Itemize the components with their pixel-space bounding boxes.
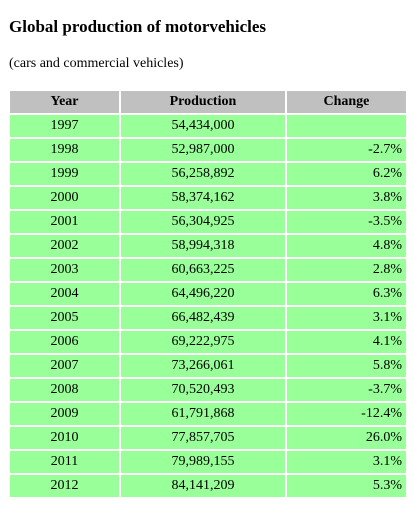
table-body: 1997 54,434,000 1998 52,987,000 -2.7% 1999 56,… <box>10 115 406 497</box>
table-cell: 61,791,868 <box>121 403 285 425</box>
table-row: 2001 56,304,925 -3.5% <box>10 211 406 233</box>
table-cell: 69,222,975 <box>121 331 285 353</box>
table-row: 2012 84,141,209 5.3% <box>10 475 406 497</box>
table-cell: 2003 <box>10 259 120 281</box>
table-row: 2006 69,222,975 4.1% <box>10 331 406 353</box>
table-cell: 58,374,162 <box>121 187 285 209</box>
table-cell: 6.2% <box>286 163 406 185</box>
table-row: 1997 54,434,000 <box>10 115 406 137</box>
table-row: 2011 79,989,155 3.1% <box>10 451 406 473</box>
table-cell: 26.0% <box>286 427 406 449</box>
table-cell: 2011 <box>10 451 120 473</box>
table-cell: 3.1% <box>286 307 406 329</box>
table-cell: 3.1% <box>286 451 406 473</box>
table-row: 2010 77,857,705 26.0% <box>10 427 406 449</box>
table-cell: 2001 <box>10 211 120 233</box>
table-cell: 58,994,318 <box>121 235 285 257</box>
table-cell: 2010 <box>10 427 120 449</box>
table-cell: 84,141,209 <box>121 475 285 497</box>
table-cell: 2002 <box>10 235 120 257</box>
table-cell: -2.7% <box>286 139 406 161</box>
column-header: Change <box>286 91 406 113</box>
subtitle: (cars and commercial vehicles) <box>9 56 184 71</box>
table-cell: 56,304,925 <box>121 211 285 233</box>
column-header: Production <box>121 91 285 113</box>
table-cell: 2006 <box>10 331 120 353</box>
table-cell: 2004 <box>10 283 120 305</box>
table-cell: 54,434,000 <box>121 115 285 137</box>
table-cell: 79,989,155 <box>121 451 285 473</box>
table-cell: 4.1% <box>286 331 406 353</box>
table-row: 2000 58,374,162 3.8% <box>10 187 406 209</box>
table-row: 2003 60,663,225 2.8% <box>10 259 406 281</box>
table-cell: 6.3% <box>286 283 406 305</box>
table-row: 1998 52,987,000 -2.7% <box>10 139 406 161</box>
table-cell: 2009 <box>10 403 120 425</box>
table-cell <box>286 115 406 137</box>
table-cell: -3.7% <box>286 379 406 401</box>
table-cell: 2000 <box>10 187 120 209</box>
table-cell: 1997 <box>10 115 120 137</box>
table-cell: 70,520,493 <box>121 379 285 401</box>
column-header: Year <box>10 91 120 113</box>
table-cell: 2005 <box>10 307 120 329</box>
table-row: 2004 64,496,220 6.3% <box>10 283 406 305</box>
table-cell: 73,266,061 <box>121 355 285 377</box>
header-row: Year Production Change <box>10 91 406 113</box>
table-cell: 2012 <box>10 475 120 497</box>
table-row: 2008 70,520,493 -3.7% <box>10 379 406 401</box>
table-cell: 77,857,705 <box>121 427 285 449</box>
table-row: 2009 61,791,868 -12.4% <box>10 403 406 425</box>
table-cell: 4.8% <box>286 235 406 257</box>
table-cell: 56,258,892 <box>121 163 285 185</box>
table-cell: 5.3% <box>286 475 406 497</box>
table-cell: -3.5% <box>286 211 406 233</box>
table-cell: 60,663,225 <box>121 259 285 281</box>
table-row: 2007 73,266,061 5.8% <box>10 355 406 377</box>
table-cell: -12.4% <box>286 403 406 425</box>
table-cell: 3.8% <box>286 187 406 209</box>
table-cell: 52,987,000 <box>121 139 285 161</box>
production-table: Year Production Change 1997 54,434,000 1998 5… <box>8 89 408 499</box>
table-row: 1999 56,258,892 6.2% <box>10 163 406 185</box>
table-cell: 5.8% <box>286 355 406 377</box>
table-cell: 64,496,220 <box>121 283 285 305</box>
table-cell: 1999 <box>10 163 120 185</box>
table-cell: 2.8% <box>286 259 406 281</box>
table-cell: 66,482,439 <box>121 307 285 329</box>
title: Global production of motorvehicles <box>9 17 267 36</box>
table-cell: 1998 <box>10 139 120 161</box>
table-cell: 2008 <box>10 379 120 401</box>
table-row: 2002 58,994,318 4.8% <box>10 235 406 257</box>
table-cell: 2007 <box>10 355 120 377</box>
table-row: 2005 66,482,439 3.1% <box>10 307 406 329</box>
